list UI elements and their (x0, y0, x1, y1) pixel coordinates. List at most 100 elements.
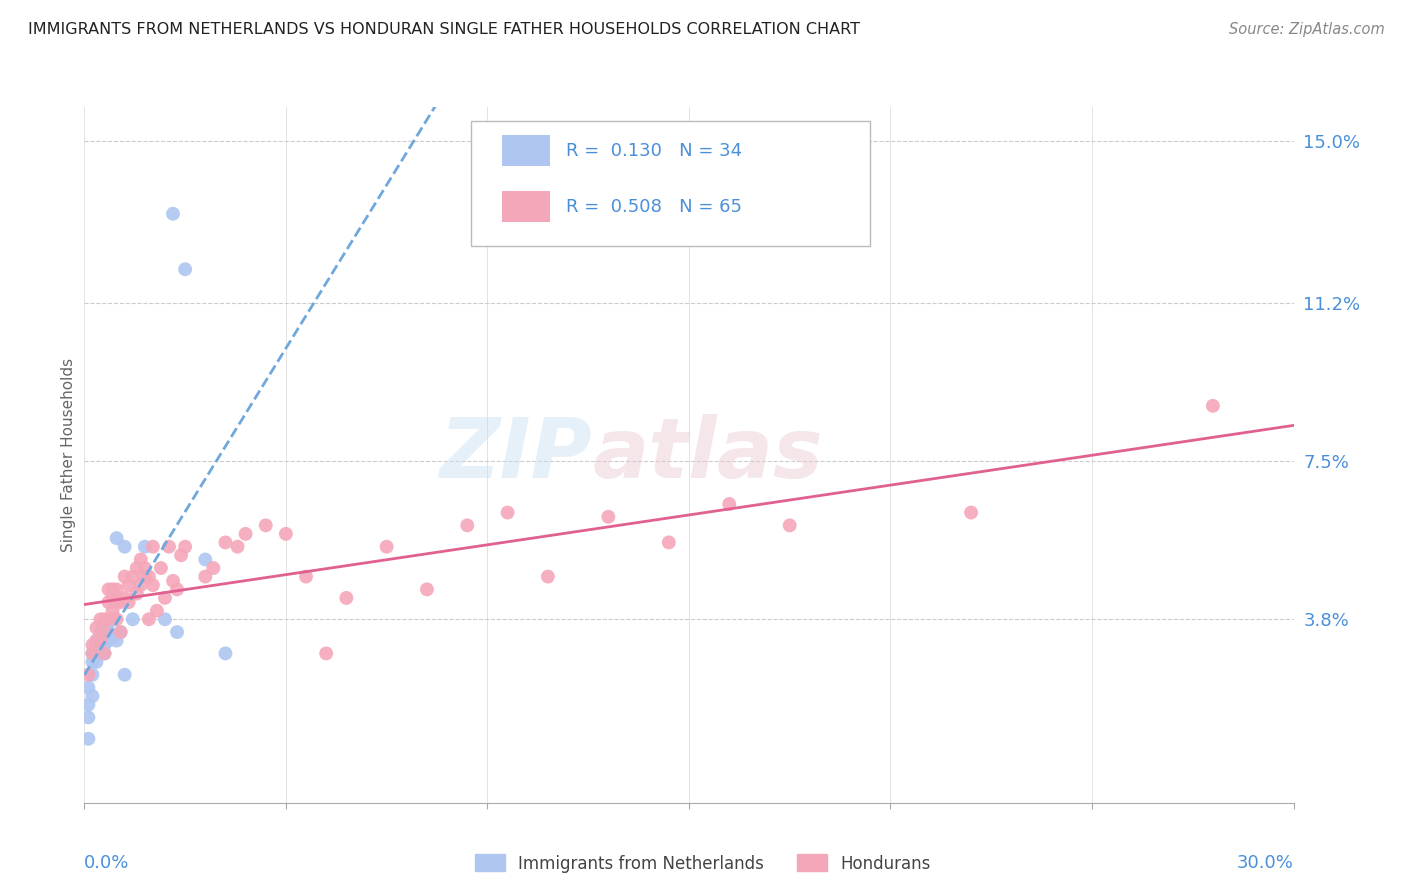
Point (93, 625, 115, 640)
Point (125, 561, 148, 575)
Point (105, 582, 128, 597)
Point (118, 595, 141, 609)
Point (121, 569, 143, 583)
Point (82, 638, 104, 652)
Point (274, 527, 297, 541)
Point (226, 540, 249, 554)
Point (101, 582, 124, 597)
Text: Source: ZipAtlas.com: Source: ZipAtlas.com (1229, 22, 1385, 37)
Point (110, 595, 132, 609)
Point (97, 595, 120, 609)
Point (110, 625, 132, 640)
Text: R =  0.508   N = 65: R = 0.508 N = 65 (565, 197, 741, 216)
Point (214, 647, 236, 661)
Point (779, 518, 801, 533)
Point (89, 638, 111, 652)
Point (105, 612, 128, 626)
Point (129, 552, 152, 566)
Point (129, 578, 152, 592)
Point (77, 710, 100, 724)
Point (315, 647, 337, 661)
Point (89, 633, 111, 648)
Point (138, 612, 160, 626)
Point (416, 582, 439, 597)
Point (86, 633, 108, 648)
Point (114, 540, 136, 554)
Point (86, 655, 108, 669)
Point (105, 531, 128, 545)
Point (101, 612, 124, 626)
Point (214, 535, 236, 549)
Point (118, 578, 141, 592)
Point (105, 633, 128, 648)
Point (153, 612, 176, 626)
Point (101, 604, 124, 618)
Point (153, 591, 176, 605)
Point (174, 540, 197, 554)
Point (166, 582, 188, 597)
Point (114, 591, 136, 605)
Point (86, 633, 108, 648)
Point (89, 633, 111, 648)
Point (77, 681, 100, 695)
Point (598, 509, 620, 524)
Point (93, 621, 115, 635)
FancyBboxPatch shape (471, 121, 870, 246)
Point (89, 612, 111, 626)
Point (97, 625, 120, 640)
Point (335, 591, 357, 605)
Point (101, 629, 124, 643)
Point (138, 569, 160, 583)
Point (82, 647, 104, 661)
Point (295, 569, 318, 583)
Point (93, 647, 115, 661)
Point (93, 612, 115, 626)
Point (960, 506, 983, 520)
Point (149, 561, 172, 575)
Point (174, 262, 197, 277)
Point (194, 552, 217, 566)
FancyBboxPatch shape (502, 135, 550, 166)
Point (82, 667, 104, 681)
Point (537, 569, 560, 583)
Point (162, 207, 184, 221)
Point (82, 655, 104, 669)
Point (134, 569, 156, 583)
Point (170, 548, 193, 562)
Point (86, 638, 108, 652)
Legend: Immigrants from Netherlands, Hondurans: Immigrants from Netherlands, Hondurans (468, 847, 938, 880)
Point (93, 638, 115, 652)
Point (86, 621, 108, 635)
Point (202, 561, 225, 575)
Text: 0.0%: 0.0% (84, 854, 129, 872)
Point (97, 612, 120, 626)
Point (134, 561, 156, 575)
FancyBboxPatch shape (502, 191, 550, 222)
Point (162, 574, 184, 588)
Text: ZIP: ZIP (440, 415, 592, 495)
Point (86, 647, 108, 661)
Point (456, 518, 478, 533)
Point (82, 689, 104, 703)
Point (77, 731, 100, 746)
Text: R =  0.130   N = 34: R = 0.130 N = 34 (565, 142, 742, 160)
Point (125, 587, 148, 601)
Point (1202, 399, 1225, 413)
Point (254, 518, 277, 533)
Point (157, 540, 180, 554)
Point (142, 578, 165, 592)
Point (93, 629, 115, 643)
Text: IMMIGRANTS FROM NETHERLANDS VS HONDURAN SINGLE FATHER HOUSEHOLDS CORRELATION CHA: IMMIGRANTS FROM NETHERLANDS VS HONDURAN … (28, 22, 860, 37)
Point (89, 647, 111, 661)
Point (101, 591, 124, 605)
Text: atlas: atlas (592, 415, 823, 495)
Y-axis label: Single Father Households: Single Father Households (60, 358, 76, 552)
Point (375, 540, 398, 554)
Point (134, 540, 156, 554)
Point (114, 667, 136, 681)
Point (146, 604, 169, 618)
Point (121, 612, 143, 626)
Point (105, 595, 128, 609)
Point (97, 616, 120, 631)
Point (97, 582, 120, 597)
